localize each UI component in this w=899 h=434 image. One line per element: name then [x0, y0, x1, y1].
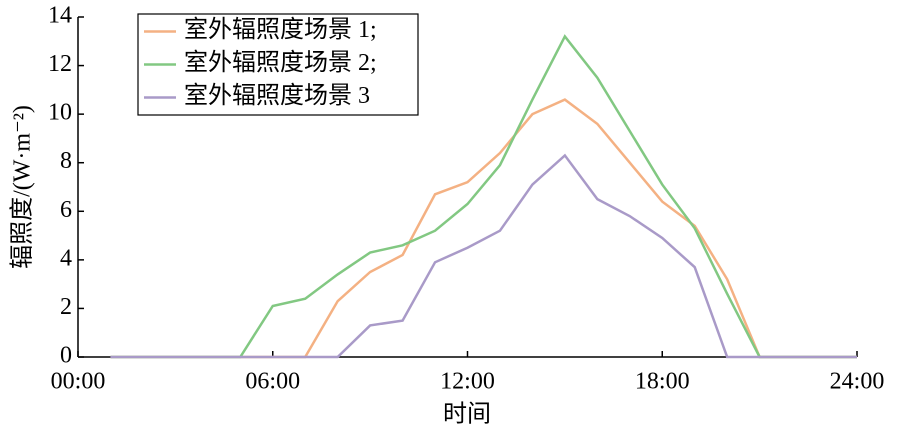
- y-axis-label: 辐照度/(W·m⁻²): [9, 105, 36, 269]
- y-tick-label: 12: [48, 51, 72, 77]
- series-line: [110, 98, 857, 359]
- legend-label: 室外辐照度场景 1;: [184, 16, 377, 43]
- y-tick-label: 0: [60, 343, 72, 369]
- x-tick-label: 18:00: [635, 369, 690, 395]
- y-tick-label: 4: [60, 245, 72, 271]
- x-tick-label: 00:00: [51, 369, 106, 395]
- y-tick-label: 10: [48, 100, 72, 126]
- y-tick-label: 14: [48, 3, 72, 29]
- y-tick-label: 8: [60, 148, 72, 174]
- series-line: [110, 153, 857, 359]
- legend-label: 室外辐照度场景 2;: [184, 49, 377, 76]
- y-tick-label: 6: [60, 197, 72, 223]
- x-tick-label: 06:00: [245, 369, 300, 395]
- x-axis-label: 时间: [443, 401, 491, 428]
- legend-box: [137, 13, 419, 116]
- y-tick-label: 2: [60, 294, 72, 320]
- x-tick-label: 12:00: [440, 369, 495, 395]
- legend-label: 室外辐照度场景 3: [184, 82, 370, 109]
- x-tick-label: 24:00: [830, 369, 885, 395]
